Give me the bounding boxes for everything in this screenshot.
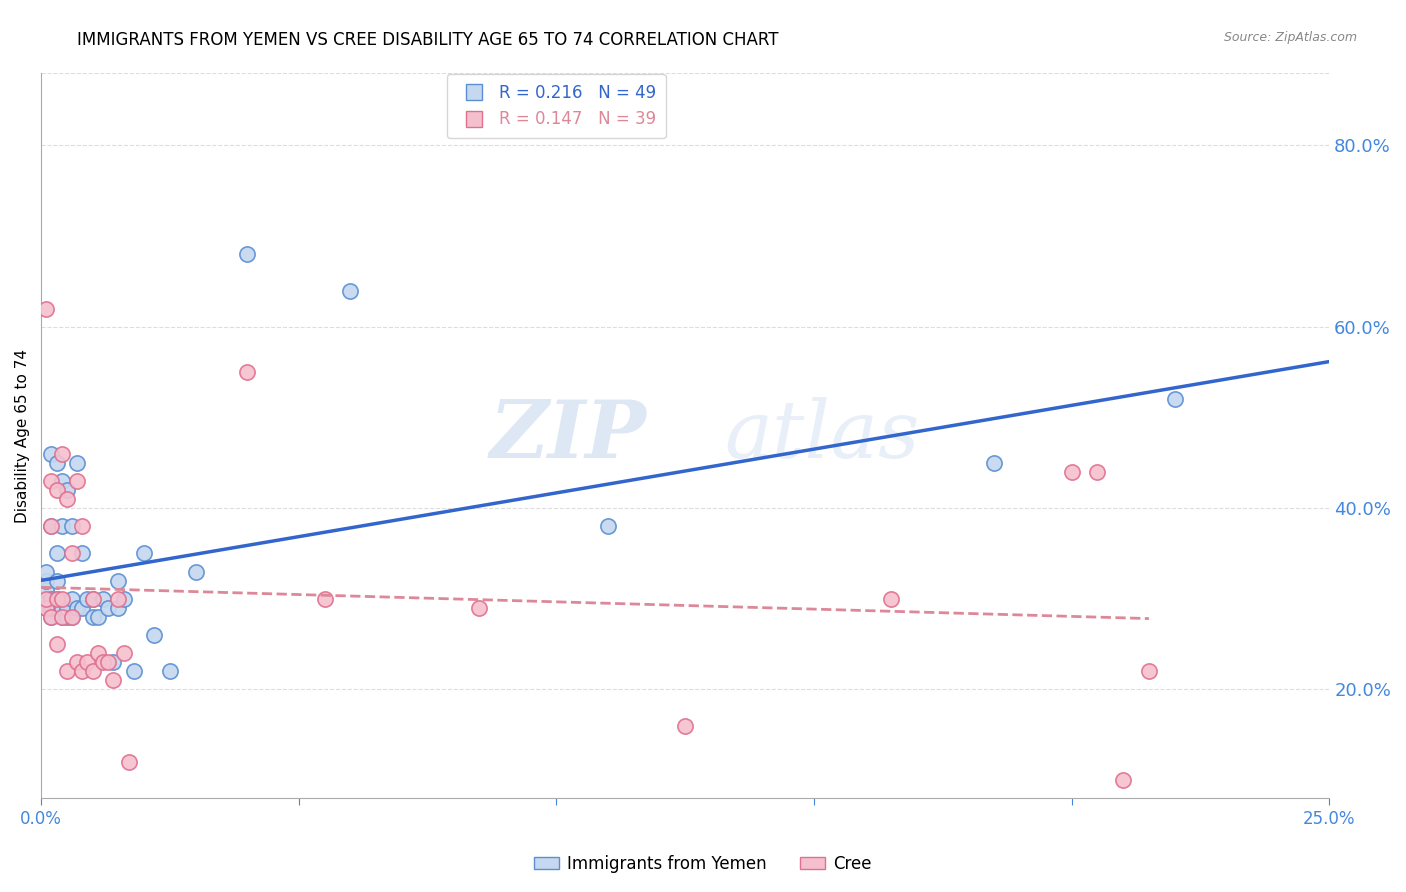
Point: [60, 546, 83, 560]
Point: [56, 483, 79, 497]
Point: [35, 565, 58, 579]
Point: [97, 655, 120, 669]
Y-axis label: Disability Age 65 to 74: Disability Age 65 to 74: [15, 349, 30, 523]
Point: [35, 574, 58, 588]
Point: [107, 574, 129, 588]
Point: [72, 665, 94, 679]
Point: [45, 456, 67, 470]
Point: [82, 591, 104, 606]
Point: [72, 600, 94, 615]
Point: [35, 600, 58, 615]
Text: IMMIGRANTS FROM YEMEN VS CREE DISABILITY AGE 65 TO 74 CORRELATION CHART: IMMIGRANTS FROM YEMEN VS CREE DISABILITY…: [77, 31, 779, 49]
Point: [87, 610, 110, 624]
Point: [41, 474, 63, 488]
Point: [107, 600, 129, 615]
Point: [66, 474, 89, 488]
Point: [66, 600, 89, 615]
Point: [41, 610, 63, 624]
Point: [236, 247, 259, 261]
Point: [45, 483, 67, 497]
Point: [236, 365, 259, 379]
Point: [468, 600, 491, 615]
Point: [41, 447, 63, 461]
Point: [45, 600, 67, 615]
Point: [41, 591, 63, 606]
Point: [45, 591, 67, 606]
Point: [159, 665, 181, 679]
Text: atlas: atlas: [724, 397, 920, 475]
Text: ZIP: ZIP: [489, 397, 647, 475]
Point: [45, 574, 67, 588]
Point: [51, 600, 73, 615]
Point: [143, 628, 166, 642]
Point: [66, 456, 89, 470]
Point: [51, 474, 73, 488]
Point: [60, 591, 83, 606]
Point: [51, 610, 73, 624]
Point: [45, 591, 67, 606]
Point: [56, 600, 79, 615]
Point: [51, 447, 73, 461]
Legend: Immigrants from Yemen, Cree: Immigrants from Yemen, Cree: [527, 848, 879, 880]
Point: [51, 591, 73, 606]
Point: [103, 673, 125, 688]
Point: [82, 665, 104, 679]
Point: [72, 519, 94, 533]
Point: [35, 582, 58, 597]
Point: [41, 519, 63, 533]
Point: [41, 600, 63, 615]
Point: [112, 591, 135, 606]
Point: [1163, 392, 1185, 407]
Point: [60, 610, 83, 624]
Point: [72, 546, 94, 560]
Point: [76, 591, 98, 606]
Point: [983, 456, 1005, 470]
Point: [314, 591, 336, 606]
Point: [1137, 665, 1160, 679]
Point: [82, 591, 104, 606]
Point: [56, 610, 79, 624]
Point: [51, 519, 73, 533]
Point: [673, 718, 696, 732]
Point: [103, 655, 125, 669]
Point: [41, 610, 63, 624]
Point: [56, 665, 79, 679]
Point: [56, 491, 79, 506]
Point: [134, 546, 156, 560]
Point: [35, 600, 58, 615]
Point: [60, 610, 83, 624]
Point: [91, 655, 114, 669]
Point: [118, 755, 141, 769]
Point: [82, 610, 104, 624]
Point: [51, 610, 73, 624]
Point: [35, 591, 58, 606]
Point: [122, 665, 145, 679]
Point: [107, 591, 129, 606]
Point: [41, 519, 63, 533]
Point: [45, 546, 67, 560]
Point: [97, 600, 120, 615]
Point: [880, 591, 903, 606]
Text: Source: ZipAtlas.com: Source: ZipAtlas.com: [1223, 31, 1357, 45]
Point: [76, 655, 98, 669]
Point: [87, 646, 110, 660]
Point: [66, 655, 89, 669]
Point: [184, 565, 207, 579]
Point: [1060, 465, 1083, 479]
Point: [596, 519, 619, 533]
Point: [35, 591, 58, 606]
Point: [35, 301, 58, 316]
Point: [1087, 465, 1109, 479]
Point: [112, 646, 135, 660]
Point: [1112, 772, 1135, 787]
Point: [91, 591, 114, 606]
Point: [339, 284, 361, 298]
Point: [60, 519, 83, 533]
Point: [45, 637, 67, 651]
Legend: R = 0.216   N = 49, R = 0.147   N = 39: R = 0.216 N = 49, R = 0.147 N = 39: [447, 74, 666, 138]
